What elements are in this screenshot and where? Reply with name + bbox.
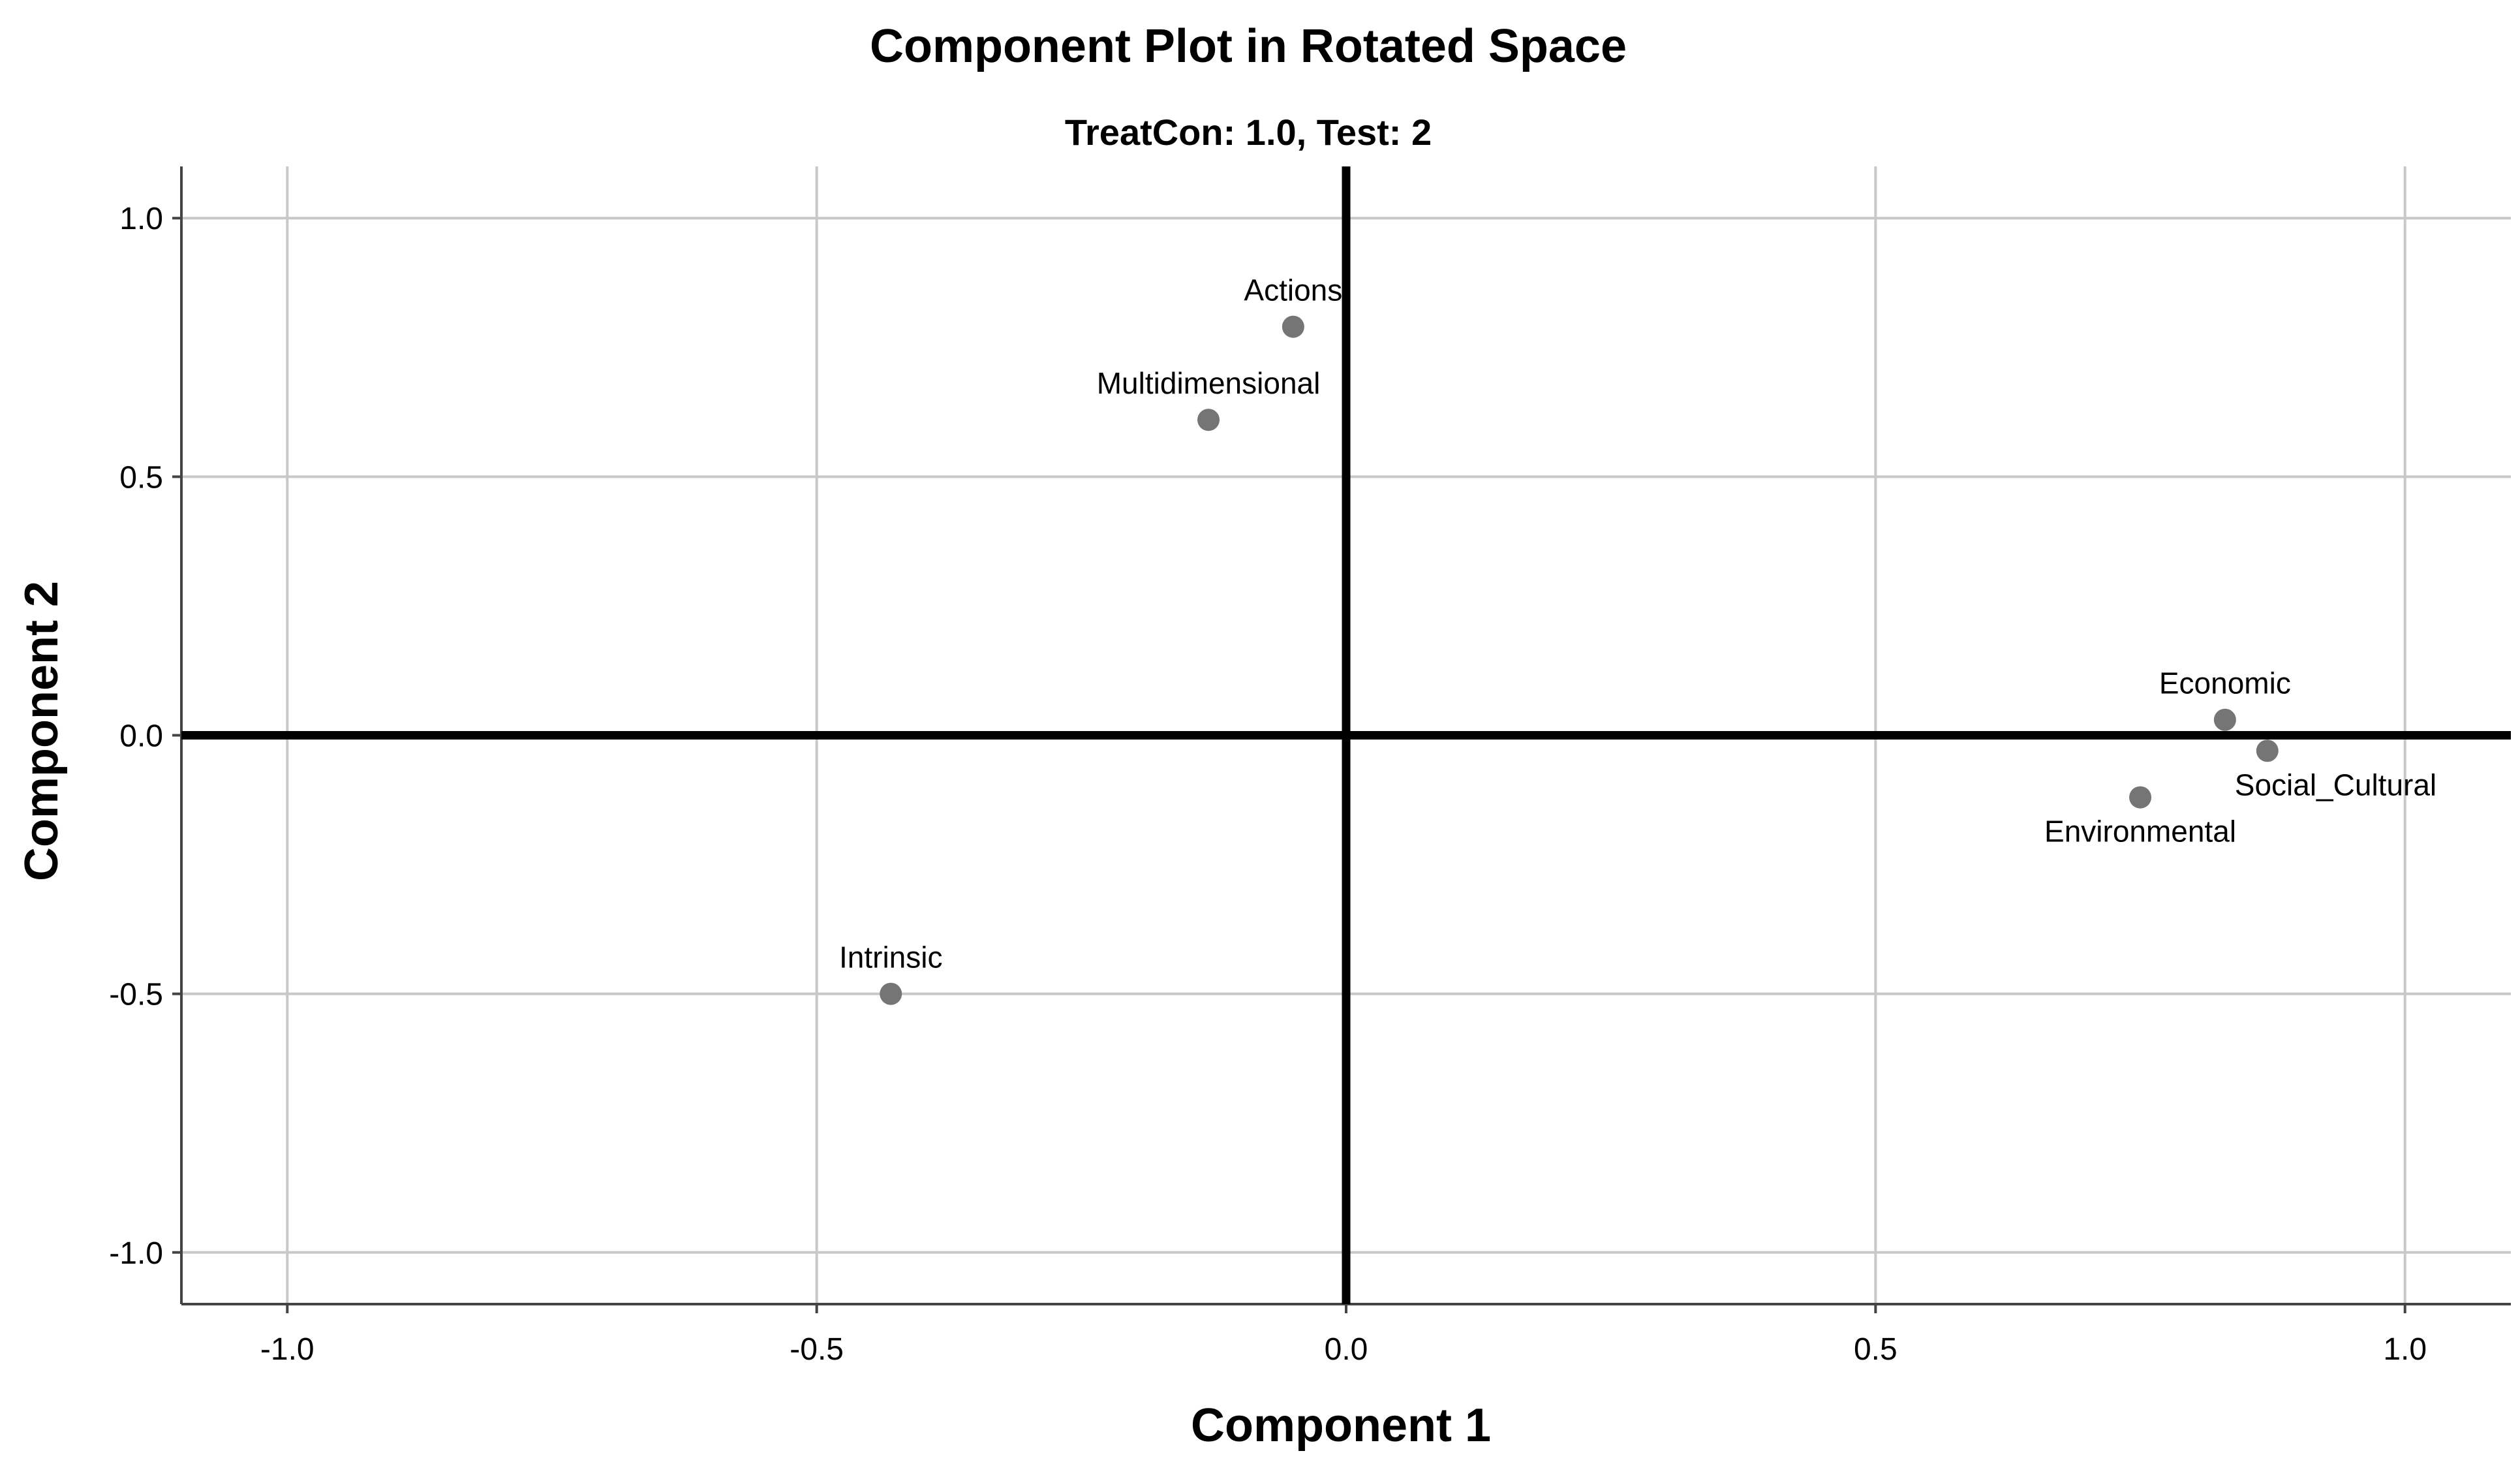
point-label-environmental: Environmental — [2044, 815, 2236, 849]
ticks-layer: -1.0 -0.5 0.0 0.5 1.0 1.0 0.5 0.0 -0.5 -1.0 — [109, 202, 2427, 1367]
point-actions — [1282, 315, 1304, 338]
axes-layer — [180, 166, 2511, 1305]
x-tick-label-1: -0.5 — [790, 1332, 844, 1367]
point-environmental — [2129, 786, 2152, 809]
point-label-actions: Actions — [1244, 273, 1342, 307]
point-label-social-cultural: Social_Cultural — [2235, 768, 2436, 802]
y-tick-label-3: -0.5 — [109, 978, 163, 1012]
x-axis-title: Component 1 — [1191, 1399, 1491, 1452]
point-label-multidimensional: Multidimensional — [1097, 366, 1321, 400]
points-layer: Actions Multidimensional Economic Social_Cu… — [839, 273, 2436, 1005]
x-tick-label-4: 1.0 — [2383, 1332, 2427, 1367]
point-label-intrinsic: Intrinsic — [839, 941, 942, 975]
point-intrinsic — [880, 982, 902, 1005]
point-multidimensional — [1197, 409, 1220, 431]
x-tick-label-2: 0.0 — [1325, 1332, 1368, 1367]
x-tick-label-0: -1.0 — [260, 1332, 315, 1367]
x-tick-label-3: 0.5 — [1854, 1332, 1898, 1367]
point-economic — [2213, 708, 2236, 731]
y-tick-label-1: 0.5 — [119, 460, 163, 495]
chart-subtitle: TreatCon: 1.0, Test: 2 — [1065, 112, 1432, 153]
y-axis-title: Component 2 — [16, 581, 68, 881]
point-label-economic: Economic — [2159, 666, 2291, 700]
point-social-cultural — [2256, 740, 2279, 762]
y-tick-label-4: -1.0 — [109, 1236, 163, 1271]
y-tick-label-2: 0.0 — [119, 719, 163, 754]
chart-title: Component Plot in Rotated Space — [870, 20, 1627, 72]
y-tick-label-0: 1.0 — [119, 202, 163, 236]
